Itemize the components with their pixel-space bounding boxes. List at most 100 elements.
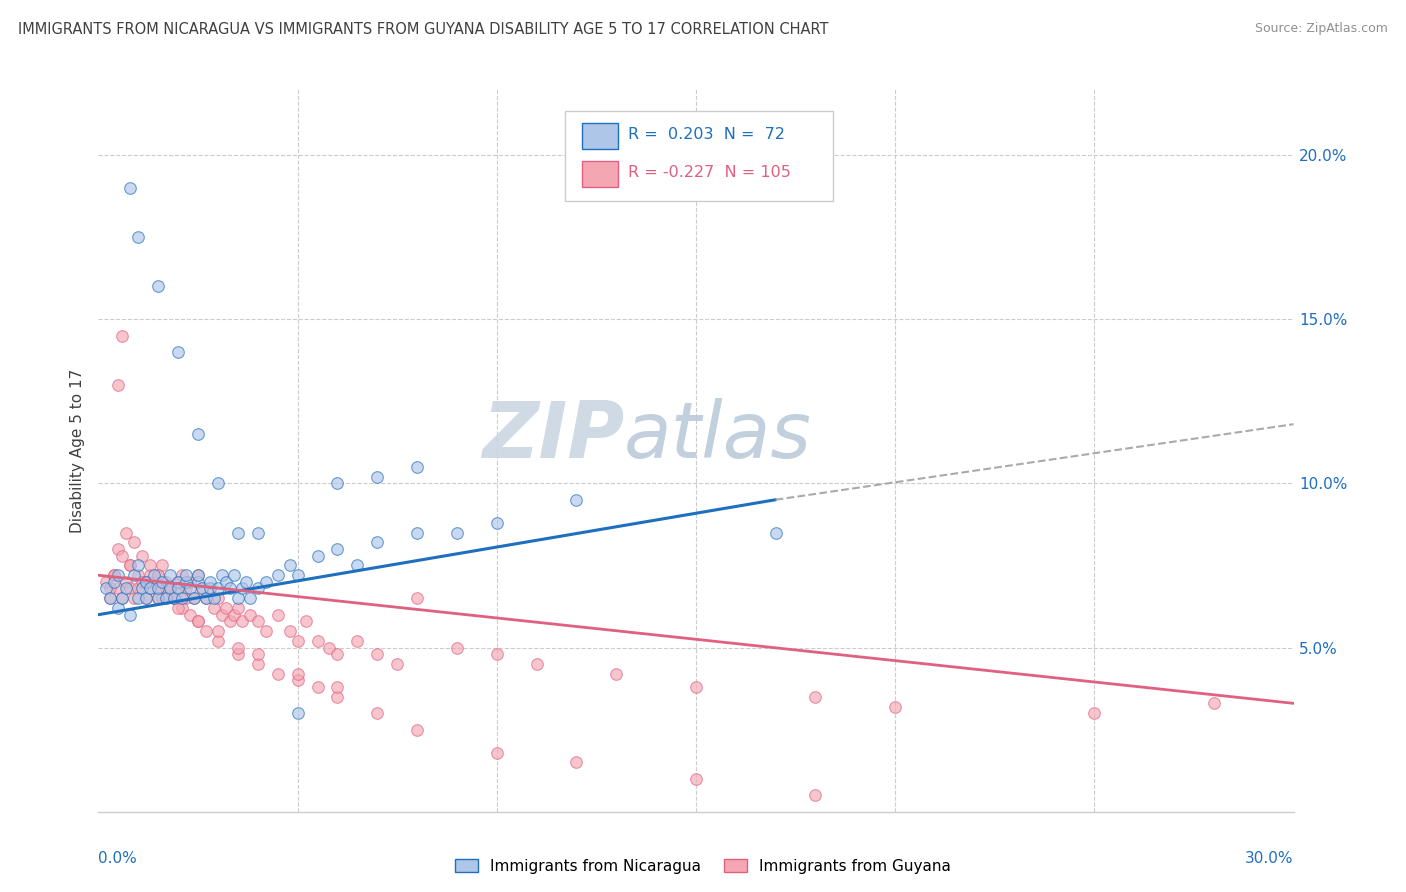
Text: 30.0%: 30.0% — [1246, 852, 1294, 866]
Point — [111, 591, 134, 606]
Point — [406, 591, 429, 606]
Legend: Immigrants from Nicaragua, Immigrants from Guyana: Immigrants from Nicaragua, Immigrants fr… — [449, 853, 957, 880]
Point — [98, 591, 122, 606]
Point — [111, 328, 134, 343]
Point — [198, 582, 221, 596]
Point — [685, 680, 707, 694]
Point — [605, 666, 627, 681]
Point — [231, 614, 253, 628]
Point — [318, 640, 340, 655]
Point — [366, 647, 388, 661]
Point — [163, 591, 186, 606]
Point — [107, 601, 129, 615]
Point — [179, 574, 201, 589]
Point — [150, 558, 173, 573]
Point — [226, 525, 249, 540]
Point — [150, 591, 173, 606]
Point — [155, 591, 177, 606]
Point — [107, 568, 129, 582]
Point — [107, 582, 129, 596]
Point — [406, 459, 429, 474]
Point — [107, 377, 129, 392]
Point — [115, 574, 138, 589]
Point — [215, 601, 238, 615]
Point — [246, 647, 269, 661]
Point — [148, 582, 170, 596]
Point — [124, 535, 146, 549]
Point — [231, 582, 253, 596]
Point — [267, 666, 290, 681]
Point — [685, 772, 707, 786]
Point — [219, 614, 242, 628]
Point — [127, 591, 149, 606]
Point — [222, 568, 245, 582]
Point — [120, 558, 142, 573]
Point — [135, 574, 157, 589]
Point — [267, 568, 290, 582]
Point — [124, 591, 146, 606]
Point — [219, 582, 242, 596]
Point — [183, 591, 205, 606]
Text: R = -0.227  N = 105: R = -0.227 N = 105 — [628, 165, 790, 180]
Point — [187, 568, 209, 582]
Point — [111, 591, 134, 606]
Point — [172, 591, 194, 606]
Point — [307, 634, 329, 648]
Point — [174, 568, 197, 582]
Point — [103, 568, 125, 582]
Text: R =  0.203  N =  72: R = 0.203 N = 72 — [628, 128, 785, 142]
Point — [207, 591, 229, 606]
Point — [163, 591, 186, 606]
Point — [406, 723, 429, 737]
Point — [120, 607, 142, 622]
Point — [211, 568, 233, 582]
Point — [1202, 696, 1225, 710]
Point — [159, 568, 181, 582]
Point — [246, 582, 269, 596]
Point — [254, 574, 277, 589]
Point — [143, 574, 166, 589]
Point — [278, 624, 301, 639]
Point — [159, 582, 181, 596]
Point — [307, 549, 329, 563]
Point — [187, 427, 209, 442]
Point — [215, 574, 238, 589]
Point — [124, 568, 146, 582]
Point — [207, 624, 229, 639]
Point — [155, 574, 177, 589]
Point — [446, 640, 468, 655]
Point — [226, 591, 249, 606]
Y-axis label: Disability Age 5 to 17: Disability Age 5 to 17 — [69, 368, 84, 533]
Point — [346, 558, 368, 573]
Text: IMMIGRANTS FROM NICARAGUA VS IMMIGRANTS FROM GUYANA DISABILITY AGE 5 TO 17 CORRE: IMMIGRANTS FROM NICARAGUA VS IMMIGRANTS … — [18, 22, 828, 37]
Point — [150, 574, 173, 589]
Point — [366, 706, 388, 721]
Bar — [582, 161, 619, 186]
Point — [172, 568, 194, 582]
Point — [127, 582, 149, 596]
Point — [148, 591, 170, 606]
Point — [120, 582, 142, 596]
Point — [1083, 706, 1105, 721]
Point — [131, 574, 153, 589]
Point — [187, 614, 209, 628]
Point — [222, 607, 245, 622]
Point — [172, 601, 194, 615]
Point — [446, 525, 468, 540]
Point — [127, 230, 149, 244]
Point — [235, 574, 257, 589]
Point — [406, 525, 429, 540]
Point — [150, 582, 173, 596]
Point — [765, 525, 787, 540]
Point — [98, 582, 122, 596]
Point — [485, 746, 508, 760]
Point — [287, 673, 309, 688]
Point — [207, 582, 229, 596]
Point — [565, 492, 588, 507]
Point — [115, 582, 138, 596]
Point — [135, 591, 157, 606]
Point — [96, 574, 118, 589]
Point — [565, 756, 588, 770]
Point — [159, 582, 181, 596]
Point — [135, 591, 157, 606]
